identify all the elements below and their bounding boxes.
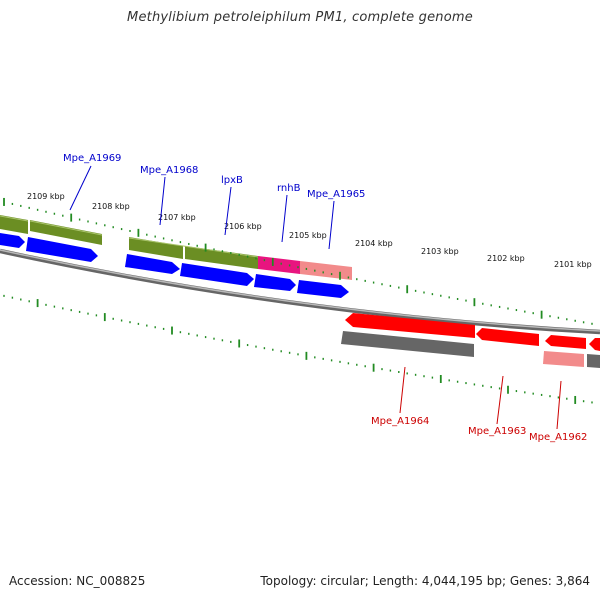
tick-label: 2105 kbp [289,231,327,240]
gene-block[interactable] [129,237,183,259]
gene-arrow[interactable] [254,274,296,291]
gene-label[interactable]: Mpe_A1965 [307,189,365,200]
tick-row-inner [3,294,593,404]
gene-label[interactable]: Mpe_A1962 [529,432,587,443]
gene-arrow[interactable] [0,233,25,248]
gene-arrow[interactable] [589,338,600,351]
gene-label[interactable]: Mpe_A1964 [371,416,429,427]
gene-label[interactable]: Mpe_A1969 [63,153,121,164]
gene-arrow[interactable] [125,254,180,274]
genome-stats-text: Topology: circular; Length: 4,044,195 bp… [260,574,590,588]
gene-arrow[interactable] [26,237,98,262]
tick-label: 2103 kbp [421,247,459,256]
tick-labels: 2109 kbp 2108 kbp 2107 kbp 2106 kbp 2105 kbp… [27,192,592,269]
gene-block[interactable] [300,261,352,280]
plus-gene-row [0,233,349,298]
gene-block[interactable] [543,351,584,367]
map-title: Methylibium petroleiphilum PM1, complete… [127,10,473,25]
label-leaders [69,165,562,430]
plus-cds-row [0,215,352,280]
tick-row-outer [3,197,593,325]
accession-text: Accession: NC_008825 [9,574,146,588]
minus-gene-row [341,313,600,368]
gene-block[interactable] [587,354,600,368]
gene-block[interactable] [30,220,102,245]
gene-arrow[interactable] [545,335,586,349]
gene-block[interactable] [185,246,258,269]
tick-label: 2102 kbp [487,254,525,263]
tick-label: 2108 kbp [92,202,130,211]
gene-label[interactable]: Mpe_A1963 [468,426,526,437]
tick-label: 2101 kbp [554,260,592,269]
gene-arrow[interactable] [345,313,475,338]
gene-label[interactable]: rnhB [277,183,301,194]
tick-label: 2109 kbp [27,192,65,201]
gene-labels: Mpe_A1969 Mpe_A1968 lpxB rnhB Mpe_A1965 … [63,153,587,443]
gene-arrow[interactable] [476,328,539,346]
gene-block[interactable] [258,256,300,274]
gene-block[interactable] [0,215,28,234]
gene-label[interactable]: lpxB [221,175,243,186]
tick-label: 2104 kbp [355,239,393,248]
gene-arrow[interactable] [180,263,254,286]
tick-label: 2107 kbp [158,213,196,222]
gene-label[interactable]: Mpe_A1968 [140,165,198,176]
gene-block[interactable] [341,331,474,357]
tick-label: 2106 kbp [224,222,262,231]
genome-backbone [0,248,600,335]
gene-arrow[interactable] [297,280,349,298]
